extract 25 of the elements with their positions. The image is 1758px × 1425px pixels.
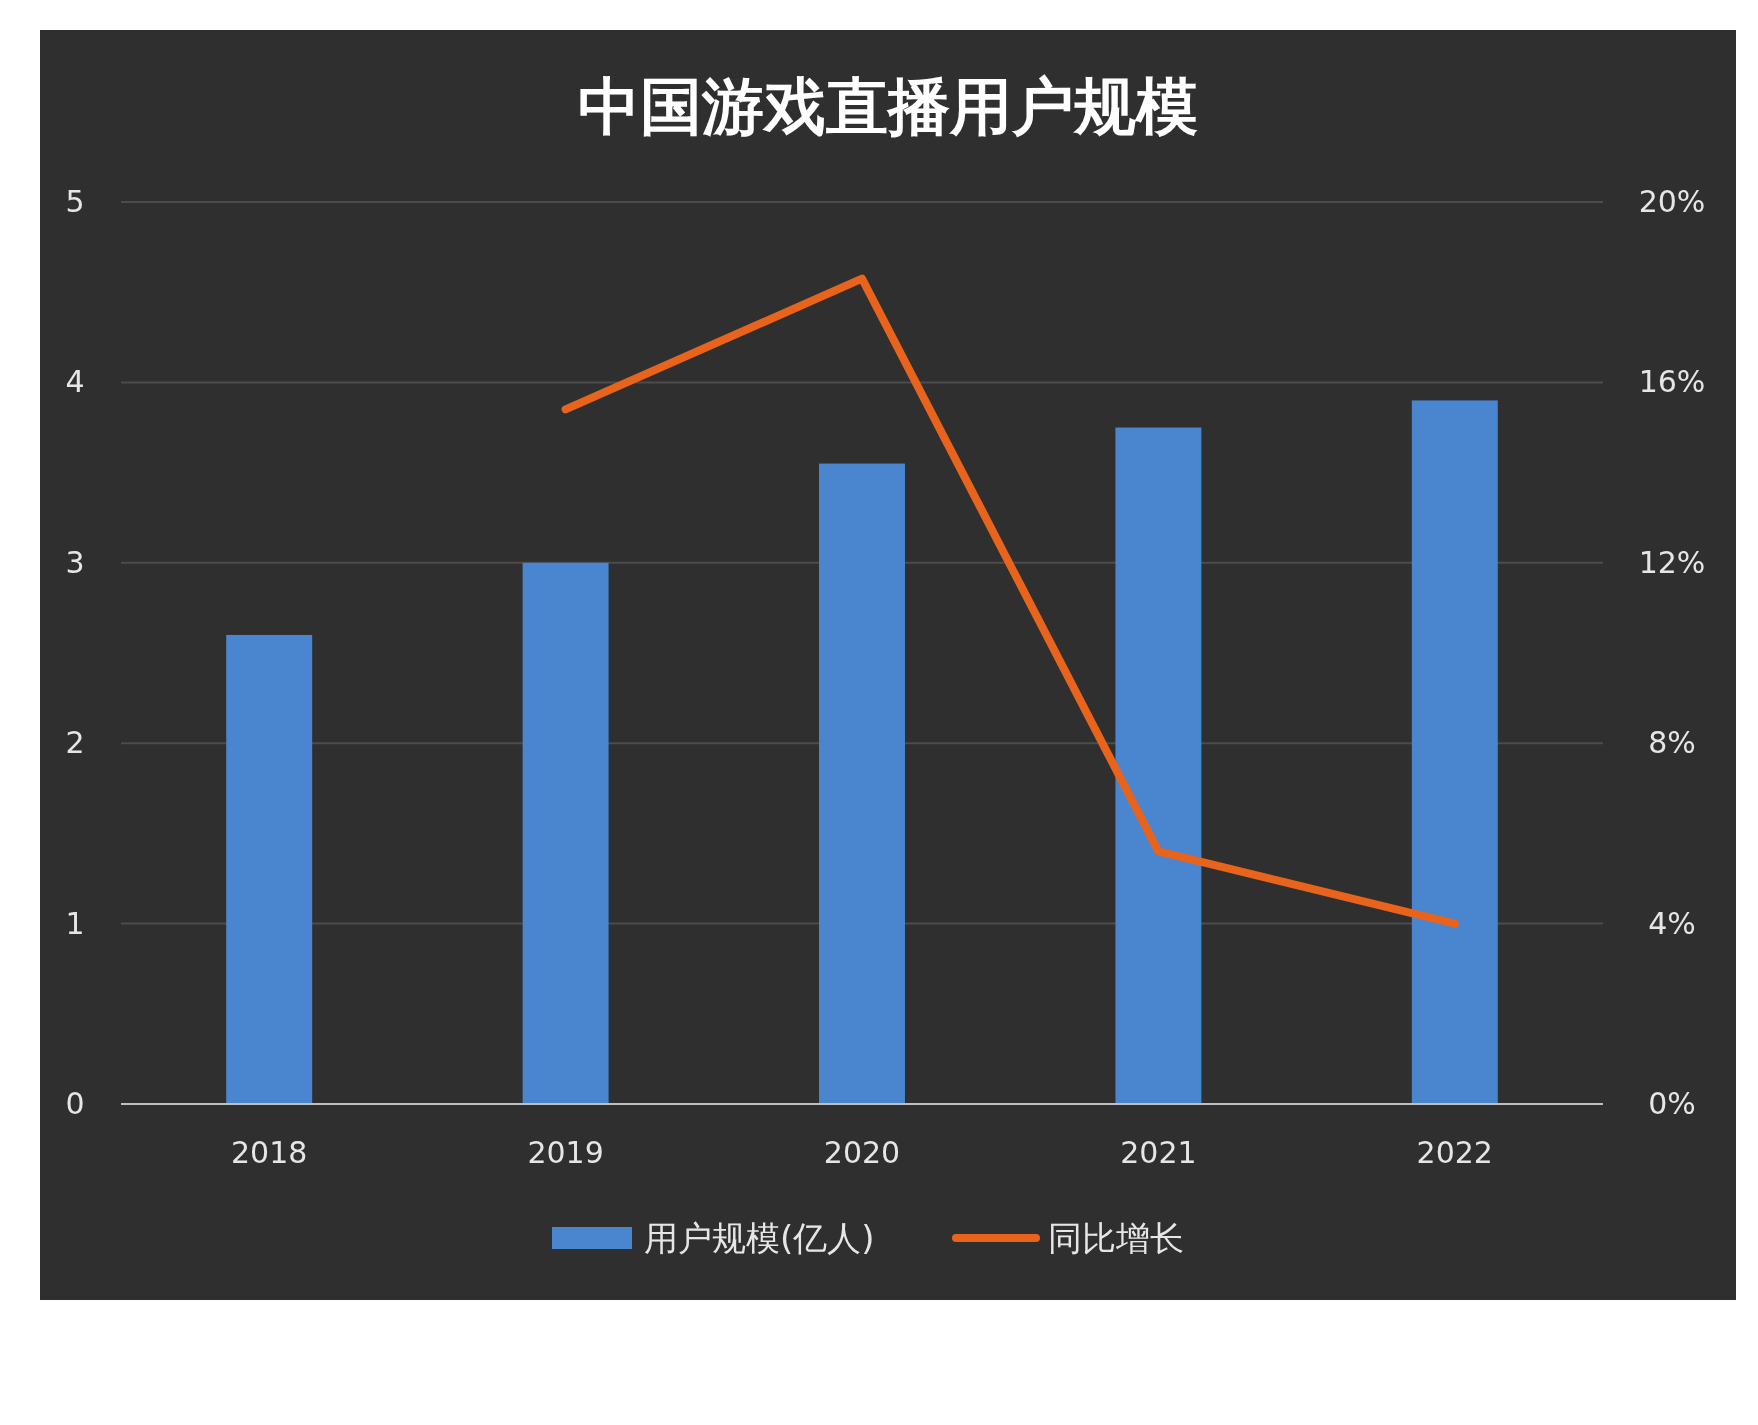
legend-label: 同比增长 xyxy=(1048,1218,1184,1258)
y2-tick-label: 12% xyxy=(1638,544,1706,580)
chart-title: 中国游戏直播用户规模 xyxy=(578,70,1198,143)
bar xyxy=(819,463,905,1104)
x-tick-label: 2019 xyxy=(527,1135,604,1170)
x-tick-label: 2018 xyxy=(231,1135,308,1170)
legend-label: 用户规模(亿人) xyxy=(644,1218,875,1258)
bar xyxy=(1411,400,1498,1104)
x-tick-label: 2021 xyxy=(1120,1135,1197,1170)
y2-tick-label: 20% xyxy=(1638,184,1706,219)
bar xyxy=(1115,427,1202,1104)
y-tick-label: 0 xyxy=(65,1086,85,1121)
y2-tick-label: 4% xyxy=(1648,905,1696,941)
y-tick-label: 2 xyxy=(65,725,85,761)
y-tick-label: 4 xyxy=(65,364,85,400)
y2-tick-label: 0% xyxy=(1648,1086,1696,1121)
y2-tick-label: 16% xyxy=(1638,364,1706,400)
y2-tick-label: 8% xyxy=(1648,725,1696,761)
y-tick-label: 3 xyxy=(65,544,85,580)
bar xyxy=(522,562,609,1104)
x-tick-label: 2022 xyxy=(1416,1135,1493,1170)
bar xyxy=(226,634,313,1104)
y-tick-label: 1 xyxy=(65,905,85,941)
y-tick-label: 5 xyxy=(65,184,85,219)
x-tick-label: 2020 xyxy=(823,1135,901,1170)
